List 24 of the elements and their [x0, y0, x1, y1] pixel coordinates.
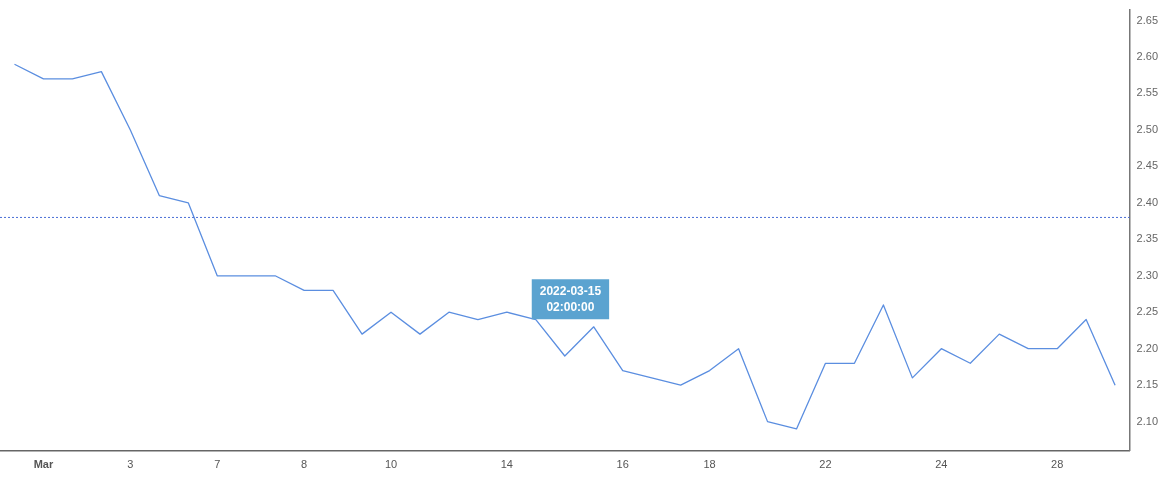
y-tick-label: 2.20 [1136, 341, 1159, 354]
y-tick-label: 2.40 [1136, 195, 1159, 208]
y-tick-label: 2.25 [1136, 305, 1159, 318]
x-tick-label: 3 [127, 458, 134, 471]
x-tick-label: 24 [935, 458, 948, 471]
y-tick-label: 2.55 [1136, 86, 1159, 99]
y-tick-label: 2.35 [1136, 232, 1159, 245]
y-tick-label: 2.30 [1136, 268, 1159, 281]
y-tick-label: 2.60 [1136, 50, 1159, 63]
x-tick-label: 16 [616, 458, 629, 471]
x-tick-label: 7 [214, 458, 221, 471]
x-tick-label: Mar [33, 458, 54, 471]
y-tick-label: 2.45 [1136, 159, 1159, 172]
x-tick-label: 22 [819, 458, 832, 471]
y-tick-label: 2.15 [1136, 378, 1159, 391]
y-tick-label: 2.10 [1136, 414, 1159, 427]
y-tick-label: 2.50 [1136, 122, 1159, 135]
x-tick-label: 14 [500, 458, 513, 471]
annotation: 2022-03-15 02:00:00 [539, 283, 602, 314]
y-tick-label: 2.65 [1136, 13, 1159, 26]
x-tick-label: 10 [384, 458, 398, 471]
x-tick-label: 28 [1051, 458, 1064, 471]
x-tick-label: 18 [703, 458, 716, 471]
x-tick-label: 8 [301, 458, 308, 471]
